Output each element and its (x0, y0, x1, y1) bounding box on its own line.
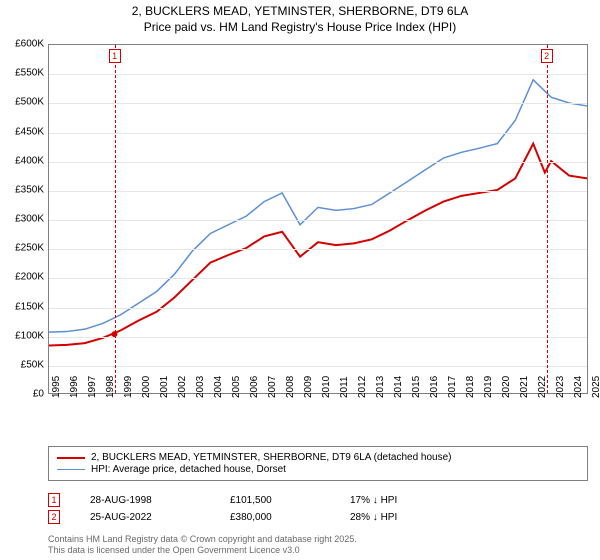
x-axis: 1995199619971998199920002001200220032004… (48, 396, 588, 444)
y-tick-label: £550K (15, 68, 44, 79)
x-tick-label: 2023 (555, 376, 566, 398)
gridline (49, 191, 587, 192)
sale-row: 2 25-AUG-2022 £380,000 28% ↓ HPI (48, 510, 588, 524)
sale-row-marker: 2 (48, 510, 60, 524)
gridline (49, 162, 587, 163)
x-tick-label: 2006 (249, 376, 260, 398)
x-tick-label: 2004 (213, 376, 224, 398)
x-tick-label: 2012 (357, 376, 368, 398)
x-tick-label: 1998 (105, 376, 116, 398)
y-tick-label: £250K (15, 243, 44, 254)
gridline (49, 308, 587, 309)
x-tick-label: 2010 (321, 376, 332, 398)
sale-row-marker: 1 (48, 493, 60, 507)
legend-item: HPI: Average price, detached house, Dors… (57, 464, 579, 475)
y-tick-label: £150K (15, 301, 44, 312)
y-tick-label: £500K (15, 97, 44, 108)
x-tick-label: 2009 (303, 376, 314, 398)
footer-line2: This data is licensed under the Open Gov… (48, 545, 357, 556)
x-tick-label: 2022 (537, 376, 548, 398)
x-tick-label: 2013 (375, 376, 386, 398)
gridline (49, 366, 587, 367)
x-tick-label: 2016 (429, 376, 440, 398)
footer-line1: Contains HM Land Registry data © Crown c… (48, 534, 357, 545)
x-tick-label: 2018 (465, 376, 476, 398)
x-tick-label: 2002 (177, 376, 188, 398)
x-tick-label: 2015 (411, 376, 422, 398)
gridline (49, 337, 587, 338)
x-tick-label: 2008 (285, 376, 296, 398)
series-hpi (49, 80, 587, 332)
sale-price: £380,000 (230, 512, 320, 523)
y-tick-label: £50K (21, 359, 44, 370)
legend-swatch (57, 457, 85, 459)
gridline (49, 74, 587, 75)
legend-label: HPI: Average price, detached house, Dors… (91, 464, 286, 475)
x-tick-label: 1997 (87, 376, 98, 398)
x-tick-label: 1999 (123, 376, 134, 398)
x-tick-label: 2000 (141, 376, 152, 398)
sale-marker-label: 1 (109, 49, 121, 63)
sale-marker-label: 2 (541, 49, 553, 63)
footer-attribution: Contains HM Land Registry data © Crown c… (48, 534, 357, 556)
x-tick-label: 2024 (573, 376, 584, 398)
gridline (49, 103, 587, 104)
sale-marker-line (115, 45, 116, 393)
sale-marker-line (547, 45, 548, 393)
gridline (49, 220, 587, 221)
y-tick-label: £100K (15, 330, 44, 341)
legend-label: 2, BUCKLERS MEAD, YETMINSTER, SHERBORNE,… (91, 452, 452, 463)
title-line1: 2, BUCKLERS MEAD, YETMINSTER, SHERBORNE,… (0, 4, 600, 20)
y-tick-label: £400K (15, 155, 44, 166)
gridline (49, 133, 587, 134)
x-tick-label: 2017 (447, 376, 458, 398)
y-tick-label: £450K (15, 126, 44, 137)
y-tick-label: £0 (33, 389, 44, 400)
x-tick-label: 2021 (519, 376, 530, 398)
chart-plot-area: 12 (48, 44, 588, 394)
title-line2: Price paid vs. HM Land Registry's House … (0, 20, 600, 36)
gridline (49, 249, 587, 250)
sale-date: 28-AUG-1998 (90, 495, 200, 506)
sales-table: 1 28-AUG-1998 £101,500 17% ↓ HPI 2 25-AUG-202… (48, 490, 588, 527)
legend-item: 2, BUCKLERS MEAD, YETMINSTER, SHERBORNE,… (57, 452, 579, 463)
y-axis: £0£50K£100K£150K£200K£250K£300K£350K£400… (0, 44, 46, 394)
legend-box: 2, BUCKLERS MEAD, YETMINSTER, SHERBORNE,… (48, 446, 588, 481)
x-tick-label: 2005 (231, 376, 242, 398)
y-tick-label: £300K (15, 214, 44, 225)
x-tick-label: 2025 (591, 376, 600, 398)
sale-row: 1 28-AUG-1998 £101,500 17% ↓ HPI (48, 493, 588, 507)
sale-date: 25-AUG-2022 (90, 512, 200, 523)
y-tick-label: £600K (15, 39, 44, 50)
legend-swatch (57, 469, 85, 471)
series-price_paid (49, 144, 587, 346)
sale-hpi-diff: 17% ↓ HPI (350, 495, 397, 506)
x-tick-label: 1995 (51, 376, 62, 398)
sale-hpi-diff: 28% ↓ HPI (350, 512, 397, 523)
x-tick-label: 2001 (159, 376, 170, 398)
x-tick-label: 2007 (267, 376, 278, 398)
chart-title: 2, BUCKLERS MEAD, YETMINSTER, SHERBORNE,… (0, 0, 600, 37)
y-tick-label: £350K (15, 184, 44, 195)
x-tick-label: 2014 (393, 376, 404, 398)
gridline (49, 278, 587, 279)
sale-price: £101,500 (230, 495, 320, 506)
chart-svg (49, 45, 587, 393)
x-tick-label: 2011 (339, 376, 350, 398)
x-tick-label: 2019 (483, 376, 494, 398)
x-tick-label: 1996 (69, 376, 80, 398)
x-tick-label: 2003 (195, 376, 206, 398)
x-tick-label: 2020 (501, 376, 512, 398)
y-tick-label: £200K (15, 272, 44, 283)
